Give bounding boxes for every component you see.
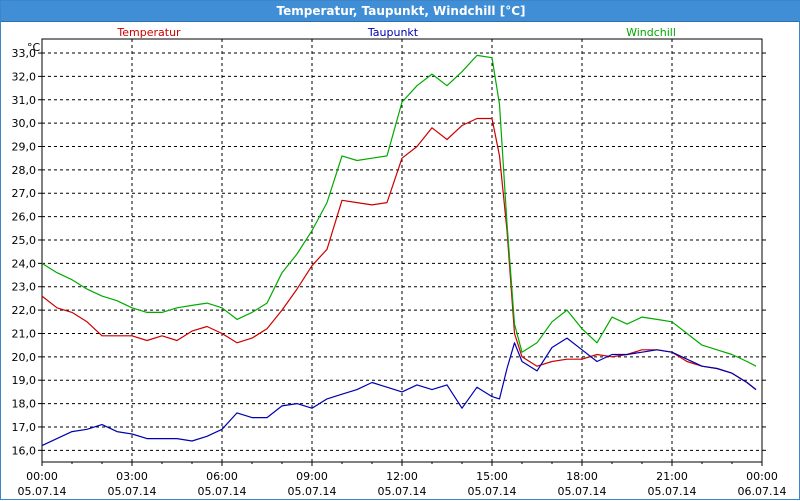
y-tick-label: 33,0 [12, 47, 37, 60]
x-tick-time: 15:00 [476, 470, 508, 483]
y-tick-label: 29,0 [12, 141, 37, 154]
x-tick-date: 05.07.14 [198, 485, 247, 498]
y-tick-label: 28,0 [12, 164, 37, 177]
legend-entry-windchill: Windchill [626, 26, 676, 39]
y-axis-ticks: 16,0 17,0 18,0 19,0 20,0 21,0 22,0 23,0 24,0 25,0… [12, 47, 766, 457]
y-tick-label: 19,0 [12, 374, 37, 387]
y-tick-label: 24,0 [12, 257, 37, 270]
y-tick-label: 31,0 [12, 94, 37, 107]
x-tick-time: 03:00 [116, 470, 148, 483]
x-tick-date: 05.07.14 [648, 485, 697, 498]
x-tick-time: 00:00 [26, 470, 58, 483]
x-tick-date: 05.07.14 [108, 485, 157, 498]
y-tick-label: 20,0 [12, 351, 37, 364]
y-axis-unit: °C [27, 41, 41, 54]
y-tick-label: 27,0 [12, 187, 37, 200]
x-tick-date: 05.07.14 [288, 485, 337, 498]
x-tick-time: 06:00 [206, 470, 238, 483]
x-tick-time: 18:00 [566, 470, 598, 483]
x-tick-date: 05.07.14 [558, 485, 607, 498]
legend: Temperatur Taupunkt Windchill [116, 26, 676, 39]
x-tick-date: 06.07.14 [738, 485, 787, 498]
y-tick-label: 21,0 [12, 327, 37, 340]
y-tick-label: 22,0 [12, 304, 37, 317]
y-tick-label: 26,0 [12, 211, 37, 224]
y-tick-label: 18,0 [12, 398, 37, 411]
legend-entry-taupunkt: Taupunkt [367, 26, 419, 39]
y-tick-label: 16,0 [12, 444, 37, 457]
y-tick-label: 23,0 [12, 281, 37, 294]
series-line-windchill [41, 54, 757, 367]
series-line-temperatur [41, 117, 757, 391]
x-tick-time: 21:00 [656, 470, 688, 483]
x-tick-time: 12:00 [386, 470, 418, 483]
data-series [41, 54, 757, 447]
x-tick-time: 00:00 [746, 470, 778, 483]
gridlines [42, 39, 762, 462]
x-tick-date: 05.07.14 [468, 485, 517, 498]
y-tick-label: 25,0 [12, 234, 37, 247]
x-tick-date: 05.07.14 [378, 485, 427, 498]
y-tick-label: 17,0 [12, 421, 37, 434]
y-tick-label: 32,0 [12, 70, 37, 83]
series-line-taupunkt [41, 337, 757, 447]
x-tick-date: 05.07.14 [18, 485, 67, 498]
window-title: Temperatur, Taupunkt, Windchill [°C] [1, 1, 800, 22]
x-axis-ticks: 00:00 05.07.14 03:00 05.07.14 06:00 05.07.14 0… [18, 462, 787, 498]
x-tick-time: 09:00 [296, 470, 328, 483]
y-tick-label: 30,0 [12, 117, 37, 130]
legend-entry-temperatur: Temperatur [116, 26, 181, 39]
